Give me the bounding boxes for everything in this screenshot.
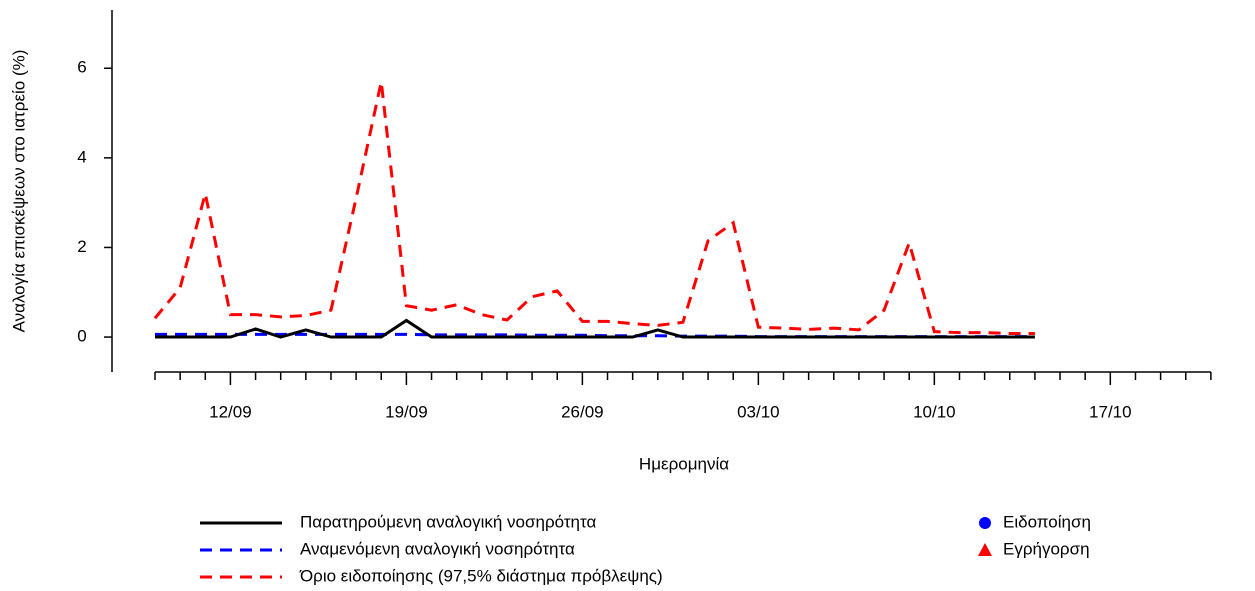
y-tick-label: 0 bbox=[77, 327, 86, 346]
legend-label: Παρατηρούμενη αναλογική νοσηρότητα bbox=[300, 512, 596, 531]
x-tick-label: 03/10 bbox=[737, 402, 780, 421]
legend-label: Ειδοποίηση bbox=[1003, 512, 1091, 531]
legend-marker bbox=[978, 543, 992, 556]
y-axis-label: Αναλογία επισκέψεων στο ιατρείο (%) bbox=[9, 50, 28, 333]
x-tick-label: 10/10 bbox=[913, 402, 956, 421]
legend-label: Όριο ειδοποίησης (97,5% διάστημα πρόβλεψ… bbox=[299, 566, 663, 585]
x-tick-label: 19/09 bbox=[385, 402, 428, 421]
x-axis-label: Ημερομηνία bbox=[639, 454, 729, 473]
x-tick-label: 12/09 bbox=[209, 402, 252, 421]
series-line bbox=[153, 81, 1035, 335]
series-line bbox=[155, 332, 1035, 339]
y-tick-label: 2 bbox=[77, 237, 86, 256]
series-line bbox=[155, 318, 1035, 339]
x-tick-label: 26/09 bbox=[561, 402, 604, 421]
x-tick-label: 17/10 bbox=[1089, 402, 1132, 421]
legend-label: Εγρήγορση bbox=[1003, 539, 1090, 558]
y-tick-label: 6 bbox=[77, 58, 86, 77]
legend-label: Αναμενόμενη αναλογική νοσηρότητα bbox=[300, 539, 575, 558]
legend-marker bbox=[979, 517, 991, 529]
y-tick-label: 4 bbox=[77, 147, 86, 166]
